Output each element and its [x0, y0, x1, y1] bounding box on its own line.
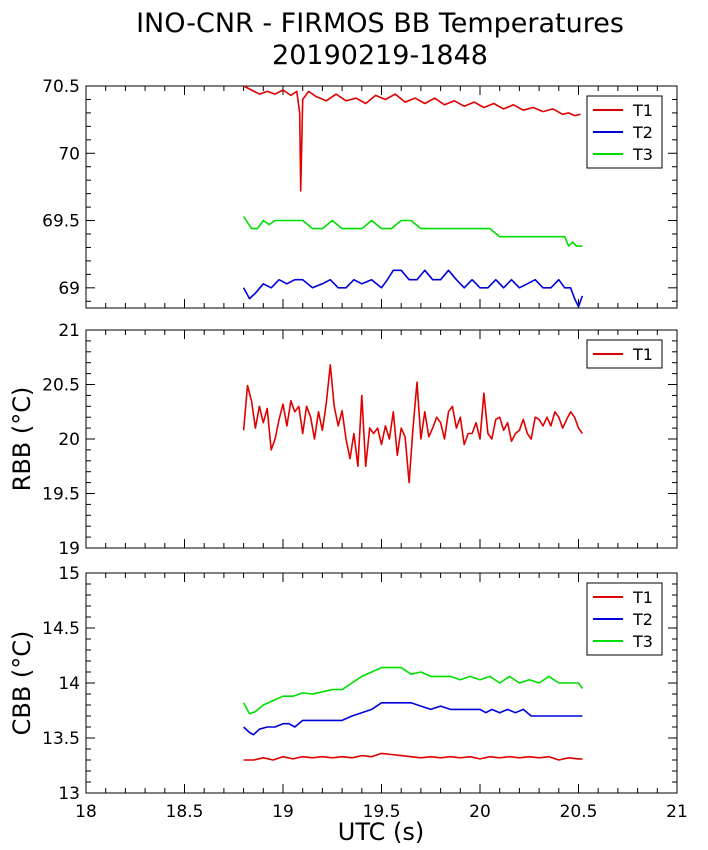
series-line-t3 — [242, 666, 584, 715]
series-line-t3 — [242, 216, 583, 247]
legend-label-t1: T1 — [632, 345, 653, 364]
y-tick-label: 14 — [58, 674, 80, 694]
legend-label-t3: T3 — [632, 632, 653, 651]
chart-title-line1: INO-CNR - FIRMOS BB Temperatures — [136, 8, 624, 39]
legend-label-t1: T1 — [632, 101, 653, 120]
panel-top: 69 69.5 70 70.5 T1 T2 T3 — [42, 77, 678, 309]
x-tick-label: 20 — [469, 802, 491, 822]
y-tick-label: 20.5 — [42, 376, 80, 396]
panel-bottom: 18 18.5 19 19.5 20 20.5 21 13 13.5 14 14.5 15 CBB (°… — [8, 564, 688, 822]
y-tick-label: 69 — [58, 279, 80, 299]
x-tick-label: 18 — [75, 802, 97, 822]
series-line-t1 — [243, 752, 583, 761]
x-tick-label: 19 — [272, 802, 294, 822]
chart-title: INO-CNR - FIRMOS BB Temperatures 2019021… — [0, 8, 708, 72]
x-tick-label: 19.5 — [363, 802, 401, 822]
y-tick-label: 13 — [58, 784, 80, 804]
x-tick-label: 18.5 — [166, 802, 204, 822]
y-tick-label: 70 — [58, 144, 80, 164]
legend-label-t1: T1 — [632, 588, 653, 607]
y-axis-label-middle: RBB (°C) — [8, 387, 36, 492]
y-tick-label: 70.5 — [42, 77, 80, 97]
y-tick-label: 69.5 — [42, 212, 80, 232]
x-tick-label: 20.5 — [560, 802, 598, 822]
series-line-t1 — [242, 364, 584, 484]
y-tick-label: 19 — [58, 539, 80, 559]
legend-label-t3: T3 — [632, 145, 653, 164]
chart-title-line2: 20190219-1848 — [272, 40, 488, 71]
y-tick-label: 14.5 — [42, 619, 80, 639]
y-tick-label: 21 — [58, 321, 80, 341]
series-line-t1 — [243, 85, 581, 192]
x-axis-label: UTC (s) — [338, 818, 424, 846]
legend-label-t2: T2 — [632, 610, 653, 629]
y-tick-label: 13.5 — [42, 729, 80, 749]
y-axis-label-bottom: CBB (°C) — [8, 631, 36, 736]
y-tick-label: 15 — [58, 564, 80, 584]
series-line-t2 — [243, 701, 583, 736]
x-tick-label: 21 — [666, 802, 688, 822]
y-tick-label: 19.5 — [42, 485, 80, 505]
series-line-t2 — [242, 269, 584, 308]
panel-middle: 19 19.5 20 20.5 21 RBB (°C) T1 — [8, 321, 678, 559]
legend-label-t2: T2 — [632, 123, 653, 142]
y-tick-label: 20 — [58, 430, 80, 450]
